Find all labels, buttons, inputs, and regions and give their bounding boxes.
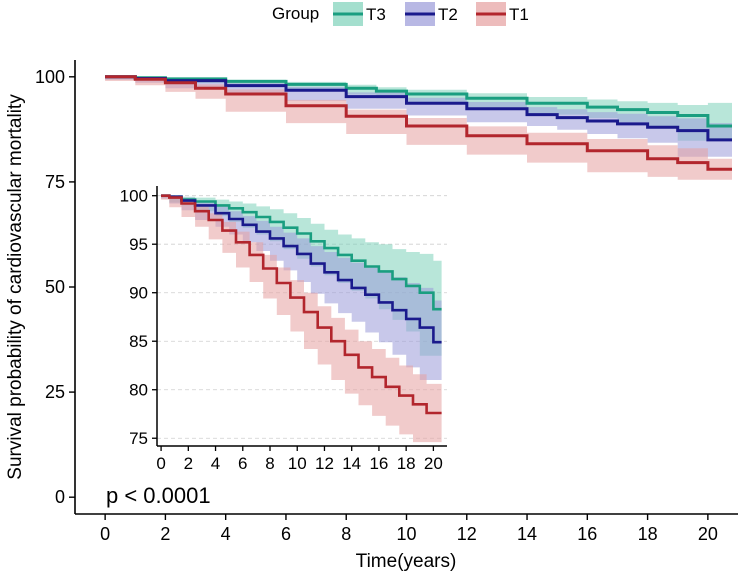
inset-x-tick-label: 8	[265, 454, 274, 473]
inset-y-tick-label: 75	[129, 429, 148, 448]
main-band-t1	[105, 76, 733, 180]
inset-survival-lines	[161, 194, 442, 415]
main-x-tick-label: 18	[638, 524, 658, 544]
y-axis-title: Survival probability of cardiovascular m…	[5, 94, 26, 480]
main-line-t3	[105, 75, 732, 128]
main-line-t2	[105, 75, 732, 142]
main-y-tick-label: 50	[45, 277, 65, 297]
inset-band-t2	[161, 195, 442, 380]
inset-y-tick-label: 100	[120, 187, 148, 206]
inset-confidence-bands	[161, 195, 442, 443]
main-x-tick-label: 12	[457, 524, 477, 544]
main-y-tick-label: 25	[45, 382, 65, 402]
main-line-t1	[105, 75, 732, 171]
main-confidence-bands	[105, 76, 733, 180]
inset-x-tick-label: 16	[369, 454, 388, 473]
inset-plot: 0 2 4 6 8 10 12 14 16 18 20 75 80 85 90 95 100	[120, 186, 454, 473]
inset-x-tick-label: 14	[342, 454, 361, 473]
inset-x-tick-label: 10	[288, 454, 307, 473]
legend: Group T3 T2 T1	[272, 2, 529, 26]
inset-line-t1	[161, 194, 442, 415]
main-x-tick-label: 14	[517, 524, 537, 544]
main-x-tick-label: 6	[281, 524, 291, 544]
main-x-tick-label: 0	[100, 524, 110, 544]
main-y-tick-label: 100	[35, 67, 65, 87]
main-x-tick-label: 8	[341, 524, 351, 544]
inset-x-tick-label: 6	[238, 454, 247, 473]
main-x-tick-label: 16	[577, 524, 597, 544]
inset-y-tick-label: 85	[129, 332, 148, 351]
inset-line-t3	[161, 194, 442, 311]
inset-axes: 0 2 4 6 8 10 12 14 16 18 20 75 80 85 90 95 100	[120, 186, 447, 473]
inset-x-tick-label: 20	[424, 454, 443, 473]
inset-x-tick-label: 2	[184, 454, 193, 473]
inset-x-tick-label: 0	[156, 454, 165, 473]
main-survival-lines	[105, 75, 732, 171]
inset-x-tick-label: 4	[211, 454, 220, 473]
inset-band-t1	[161, 195, 442, 443]
legend-label-t3: T3	[366, 5, 386, 24]
main-x-tick-label: 2	[160, 524, 170, 544]
x-axis-title: Time(years)	[356, 551, 457, 572]
inset-y-tick-label: 95	[129, 235, 148, 254]
main-y-tick-label: 0	[55, 487, 65, 507]
main-y-tick-label: 75	[45, 172, 65, 192]
main-x-tick-label: 20	[698, 524, 718, 544]
legend-label-t1: T1	[509, 5, 529, 24]
legend-label-t2: T2	[438, 5, 458, 24]
p-value-annotation: p < 0.0001	[106, 483, 211, 508]
inset-y-tick-label: 90	[129, 284, 148, 303]
inset-line-t2	[161, 194, 442, 344]
inset-y-tick-label: 80	[129, 381, 148, 400]
main-band-t3	[105, 76, 733, 141]
main-x-tick-label: 10	[396, 524, 416, 544]
inset-x-tick-label: 12	[315, 454, 334, 473]
main-x-tick-label: 4	[221, 524, 231, 544]
inset-x-tick-label: 18	[397, 454, 416, 473]
legend-title: Group	[272, 4, 319, 23]
